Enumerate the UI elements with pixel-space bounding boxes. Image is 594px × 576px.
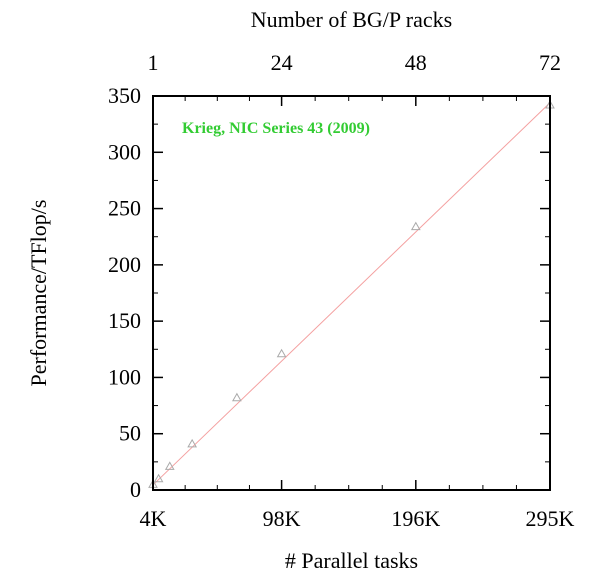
plot-frame <box>152 95 551 491</box>
top-tick-label: 1 <box>148 50 159 75</box>
y-tick-label: 350 <box>108 83 141 108</box>
y-tick-label: 50 <box>119 421 141 446</box>
data-point <box>276 348 287 358</box>
data-points <box>148 99 555 488</box>
left-axis: 0 50 100 150 200 250 300 350 <box>108 83 550 502</box>
y-axis-label: Performance/TFlop/s <box>26 200 51 387</box>
data-point <box>232 392 242 402</box>
x-tick-label: 295K <box>526 506 575 531</box>
top-axis-label: Number of BG/P racks <box>251 7 452 32</box>
data-point <box>410 221 421 231</box>
data-point <box>153 473 164 483</box>
x-tick-label: 4K <box>140 506 167 531</box>
x-tick-label: 196K <box>391 506 440 531</box>
top-tick-label: 72 <box>539 50 561 75</box>
y-tick-label: 200 <box>108 252 141 277</box>
x-axis-label: # Parallel tasks <box>285 548 418 573</box>
y-tick-label: 250 <box>108 196 141 221</box>
data-point <box>187 438 198 448</box>
y-tick-label: 0 <box>130 477 141 502</box>
data-point <box>164 461 175 470</box>
annotation: Krieg, NIC Series 43 (2009) <box>182 120 370 137</box>
y-tick-label: 150 <box>108 308 141 333</box>
top-tick-label: 48 <box>405 50 427 75</box>
x-tick-label: 98K <box>263 506 301 531</box>
top-axis: 1 24 48 72 <box>148 50 561 106</box>
bottom-axis: 4K 98K 196K 295K <box>140 480 575 531</box>
y-tick-label: 300 <box>108 139 141 164</box>
y-tick-label: 100 <box>108 364 141 389</box>
top-tick-label: 24 <box>271 50 293 75</box>
ideal-scaling-line <box>152 102 551 486</box>
